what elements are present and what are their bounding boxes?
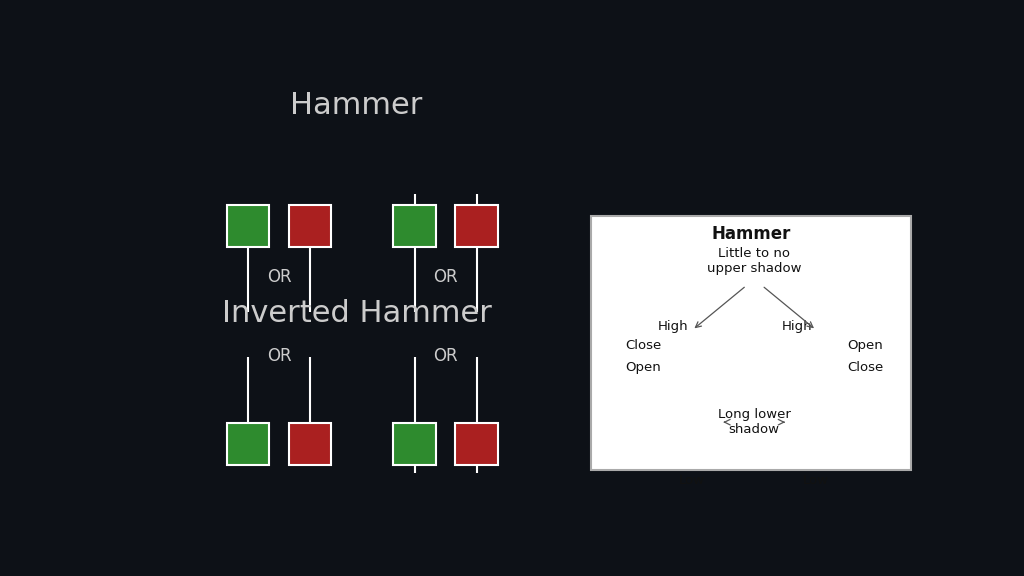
Text: OR: OR	[267, 268, 292, 286]
Bar	[393, 204, 436, 247]
Text: Long lower
shadow: Long lower shadow	[718, 408, 791, 436]
Text: OR: OR	[433, 347, 458, 365]
Bar	[226, 423, 269, 465]
Text: Low: Low	[803, 474, 829, 487]
Text: Close: Close	[625, 339, 662, 353]
Text: OR: OR	[433, 268, 458, 286]
Bar	[790, 336, 844, 378]
Text: Inverted Hammer: Inverted Hammer	[221, 298, 492, 328]
Bar	[289, 423, 332, 465]
FancyBboxPatch shape	[592, 216, 910, 470]
Bar	[393, 423, 436, 465]
Text: High: High	[781, 320, 812, 334]
Text: Hammer: Hammer	[712, 225, 791, 244]
Text: Little to no
upper shadow: Little to no upper shadow	[707, 248, 802, 275]
Text: Close: Close	[847, 361, 884, 374]
Text: High: High	[657, 320, 688, 334]
Bar	[456, 423, 498, 465]
Bar	[226, 204, 269, 247]
Bar	[456, 204, 498, 247]
Text: Open: Open	[847, 339, 883, 353]
Bar	[289, 204, 332, 247]
Text: Hammer: Hammer	[291, 90, 423, 120]
Text: Open: Open	[626, 361, 662, 374]
Bar	[665, 336, 719, 378]
Text: Low: Low	[679, 474, 706, 487]
Text: OR: OR	[267, 347, 292, 365]
